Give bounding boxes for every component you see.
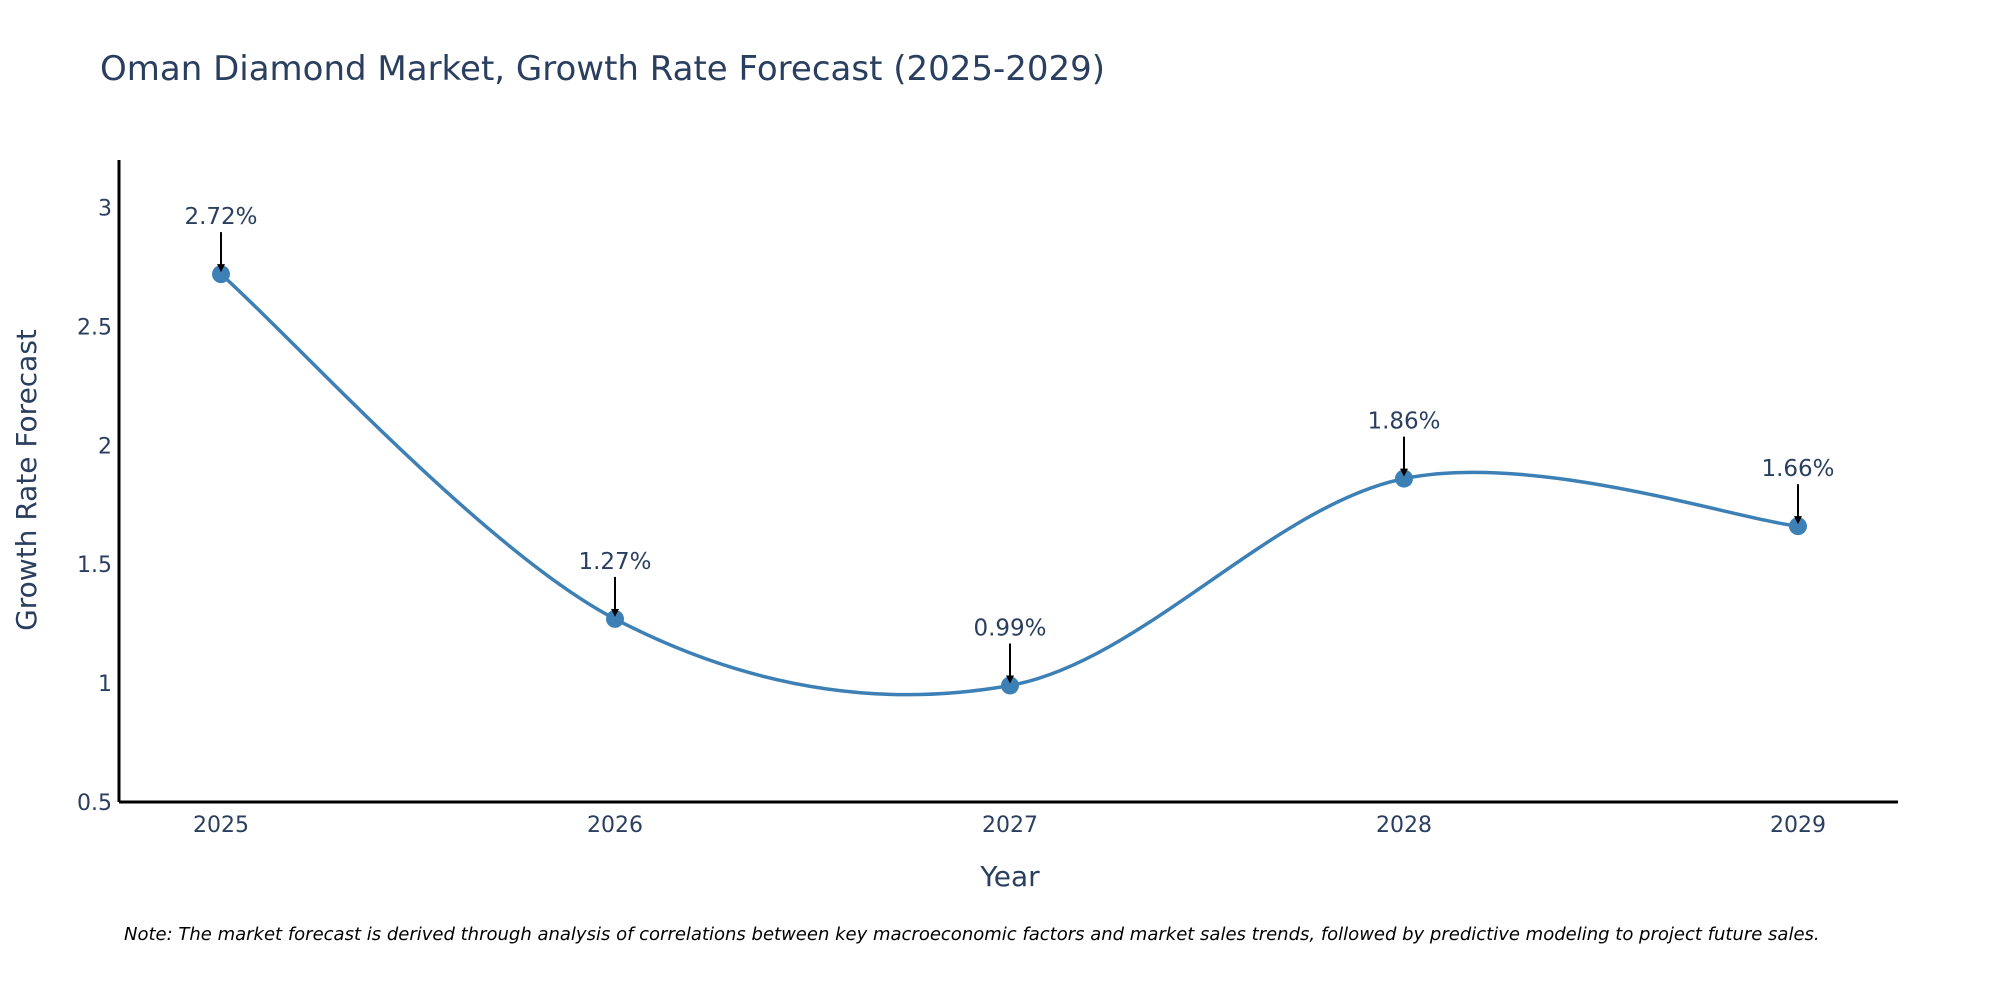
y-tick-label: 2 <box>98 434 112 459</box>
data-point[interactable] <box>212 265 230 284</box>
y-axis-title: Growth Rate Forecast <box>10 329 43 631</box>
data-point[interactable] <box>1789 517 1807 536</box>
y-tick-label: 2.5 <box>77 315 112 340</box>
data-label: 0.99% <box>973 615 1046 641</box>
x-tick-label: 2029 <box>1770 813 1826 838</box>
x-tick-label: 2027 <box>982 813 1038 838</box>
y-tick-label: 3 <box>98 197 112 222</box>
footnote: Note: The market forecast is derived thr… <box>124 924 1820 945</box>
data-point[interactable] <box>606 609 624 628</box>
data-point[interactable] <box>1395 469 1413 488</box>
data-label: 1.27% <box>578 549 651 575</box>
y-tick-label: 1 <box>98 672 112 697</box>
axes: 0.5 1 1.5 2 2.5 3 2025 2026 2027 2028 2029 <box>77 160 1898 838</box>
data-label: 1.66% <box>1761 456 1834 482</box>
data-label: 1.86% <box>1367 409 1440 435</box>
data-labels-layer: 2.72% 1.27% 0.99% 1.86% 1.66% <box>184 204 1835 684</box>
y-tick-label: 0.5 <box>77 791 112 816</box>
x-tick-label: 2028 <box>1376 813 1432 838</box>
chart-title: Oman Diamond Market, Growth Rate Forecas… <box>100 49 1105 89</box>
y-tick-label: 1.5 <box>77 553 112 578</box>
data-point[interactable] <box>1001 676 1019 695</box>
series-layer <box>212 265 1807 697</box>
x-tick-label: 2025 <box>193 813 249 838</box>
x-axis-title: Year <box>979 860 1040 893</box>
data-label: 2.72% <box>184 204 257 230</box>
x-tick-label: 2026 <box>587 813 643 838</box>
